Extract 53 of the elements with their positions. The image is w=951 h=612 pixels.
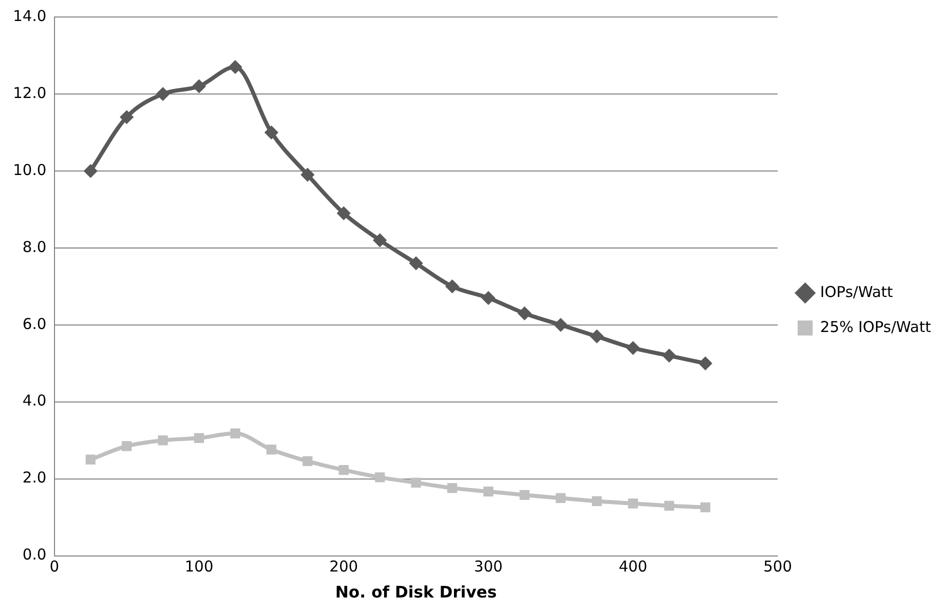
point: [158, 435, 168, 446]
point: [264, 125, 278, 140]
point: [122, 441, 132, 452]
point: [411, 478, 421, 488]
point: [556, 493, 566, 504]
legend-label: IOPs/Watt: [820, 282, 894, 301]
point: [628, 498, 638, 508]
y-tick-label: 6.0: [22, 314, 46, 333]
point: [194, 433, 204, 443]
point: [481, 290, 496, 305]
point: [84, 164, 98, 178]
point: [156, 86, 170, 101]
point: [590, 329, 604, 344]
x-tick-label: 400: [618, 558, 648, 576]
y-tick-label: 2.0: [22, 468, 46, 487]
point: [445, 279, 460, 294]
point: [302, 456, 312, 466]
point: [483, 486, 494, 496]
point: [520, 490, 530, 500]
point: [230, 428, 240, 438]
point: [228, 60, 242, 74]
point: [626, 340, 640, 355]
point: [554, 318, 568, 332]
point: [192, 79, 206, 94]
point: [664, 500, 674, 511]
point: [338, 465, 349, 475]
point: [700, 502, 710, 512]
point: [409, 256, 424, 270]
point: [592, 496, 602, 506]
point: [374, 472, 385, 482]
y-tick-label: 14.0: [12, 6, 46, 25]
point: [372, 233, 387, 248]
point: [336, 206, 351, 220]
y-tick-label: 12.0: [12, 84, 46, 102]
point: [518, 306, 532, 320]
y-tick-label: 0.0: [22, 546, 46, 564]
x-tick-label: 200: [329, 558, 358, 576]
x-axis-title: No. of Disk Drives: [335, 582, 497, 602]
point: [120, 110, 134, 124]
x-tick-label: 300: [474, 558, 503, 576]
legend-label: 25% IOPs/Watt: [820, 318, 932, 336]
x-tick-label: 100: [184, 558, 214, 576]
point: [662, 348, 676, 363]
x-tick-label: 0: [50, 558, 60, 576]
point: [698, 356, 712, 370]
y-tick-label: 10.0: [12, 160, 46, 179]
point: [86, 454, 96, 465]
y-tick-label: 8.0: [22, 238, 46, 256]
point: [266, 444, 276, 455]
y-tick-label: 4.0: [22, 392, 46, 410]
x-tick-label: 500: [763, 558, 792, 576]
point: [447, 483, 458, 494]
point: [300, 168, 315, 182]
